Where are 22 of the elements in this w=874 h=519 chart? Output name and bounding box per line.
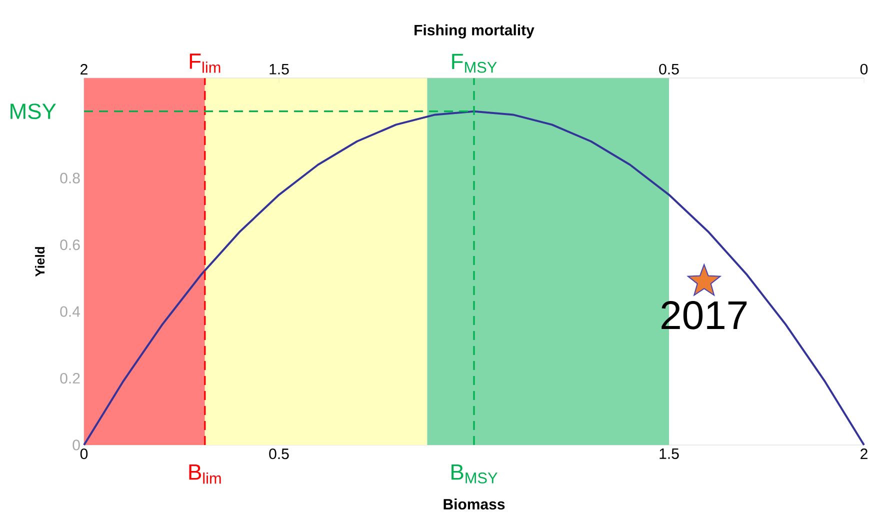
annotation: 2017 xyxy=(662,301,747,330)
x-axis-title: Biomass xyxy=(444,498,505,510)
x2-tick-label: 2 xyxy=(80,64,88,74)
x2-tick-label: 0.5 xyxy=(659,64,679,74)
x-tick-label: 0 xyxy=(80,448,88,460)
y-tick-label: 0.4 xyxy=(60,306,80,317)
x2-tick-label: 1.5 xyxy=(270,64,289,74)
annotation: F$_{MSY}$ xyxy=(452,54,497,73)
y-tick-label: 0.2 xyxy=(60,372,80,384)
annotation: F$_{lim}$ xyxy=(190,54,220,73)
ref-line-label: B$_{lim}$ xyxy=(189,464,221,484)
x-tick-label: 1.5 xyxy=(660,448,679,459)
ref-line-label: MSY xyxy=(10,104,56,120)
x2-axis-title: Fishing mortality xyxy=(414,24,534,38)
x-tick-label: 2 xyxy=(860,448,868,460)
x2-tick-label: 0 xyxy=(860,64,868,74)
ref-line-label: B$_{MSY}$ xyxy=(452,464,498,484)
y-tick-label: 0.8 xyxy=(60,172,80,184)
x-tick-label: 0.5 xyxy=(269,448,289,460)
y-tick-label: 0 xyxy=(72,440,80,450)
y-axis-title: Yield xyxy=(35,247,45,277)
y-tick-label: 0.6 xyxy=(60,240,80,250)
